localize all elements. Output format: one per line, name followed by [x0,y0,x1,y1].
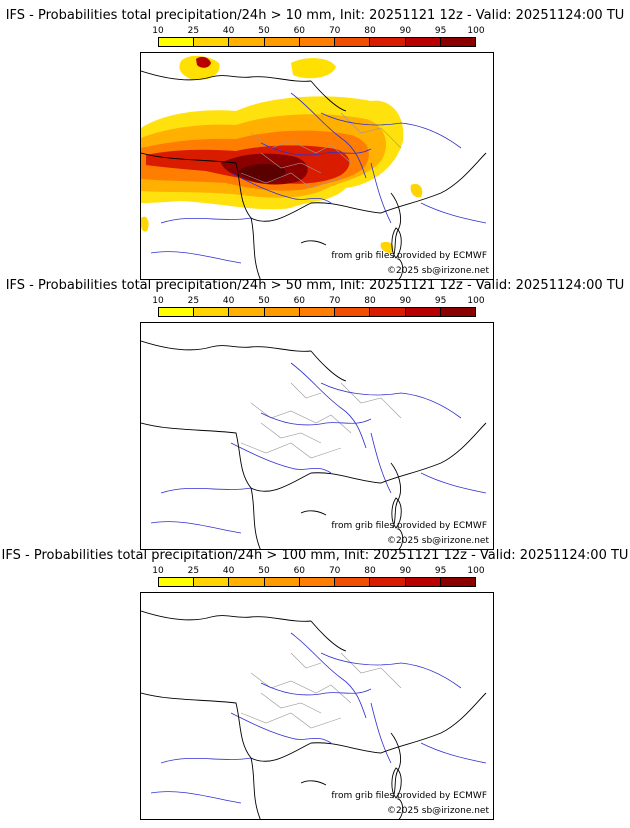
colorbar-tick: 25 [187,26,200,36]
colorbar-swatch [228,578,264,586]
panel-title: IFS - Probabilities total precipitation/… [1,548,629,563]
colorbar-tick: 80 [364,566,376,576]
colorbar-tick: 25 [187,566,200,576]
precip-map [141,55,487,279]
source-credit: from grib files provided by ECMWF [331,521,487,531]
panel-title: IFS - Probabilities total precipitation/… [5,278,625,293]
coastlines [141,340,487,549]
colorbar-swatch [298,38,335,46]
map-frame: from grib files provided by ECMWF ©2025 … [140,52,494,280]
colorbar-tick: 70 [328,26,341,36]
copyright-credit: ©2025 sb@irizone.net [387,806,489,816]
colorbar-tick: 95 [434,566,447,576]
colorbar-tick: 70 [328,296,341,306]
copyright-credit: ©2025 sb@irizone.net [387,266,489,276]
colorbar-labels: 10 25 40 50 60 70 80 90 95 100 [152,296,484,307]
rivers [150,92,487,264]
colorbar-swatch [439,578,475,586]
colorbar-tick: 50 [258,26,270,36]
panel-50mm: IFS - Probabilities total precipitation/… [0,278,630,550]
colorbar-tick: 40 [222,26,235,36]
colorbar-tick: 100 [467,566,485,576]
colorbar-tick: 100 [467,26,485,36]
colorbar-swatch [369,578,405,586]
precip-map [141,610,487,819]
colorbar-tick: 90 [399,296,412,306]
colorbar-tick: 40 [222,296,235,306]
colorbar-tick: 40 [222,566,235,576]
colorbar-tick: 80 [364,26,376,36]
colorbar-tick: 50 [258,296,270,306]
colorbar-swatch [298,308,335,316]
colorbar-swatch [193,578,229,586]
colorbar-swatch [263,38,299,46]
colorbar-swatch [263,578,299,586]
colorbar-labels: 10 25 40 50 60 70 80 90 95 100 [152,26,484,37]
colorbar-tick: 25 [187,296,200,306]
panel-100mm: IFS - Probabilities total precipitation/… [0,548,630,820]
colorbar-swatch [334,38,370,46]
colorbar-swatch [334,308,370,316]
borders [240,652,402,729]
map-frame: from grib files provided by ECMWF ©2025 … [140,592,494,820]
colorbar-swatch [263,308,299,316]
borders [240,382,402,459]
colorbar-tick: 10 [152,566,164,576]
colorbar-swatch [404,308,440,316]
coastlines [141,70,487,279]
colorbar-swatch [298,578,335,586]
colorbar-tick: 10 [152,296,164,306]
rivers [150,362,487,534]
colorbar-tick: 80 [364,296,376,306]
precip-field [141,55,423,253]
colorbar-swatch [159,578,194,586]
colorbar-swatch [193,308,229,316]
source-credit: from grib files provided by ECMWF [331,791,487,801]
colorbar-tick: 90 [399,26,412,36]
rivers [150,632,487,804]
colorbar-swatch [439,308,475,316]
colorbar [158,37,476,47]
colorbar-swatch [159,308,194,316]
colorbar-swatch [228,38,264,46]
colorbar [158,577,476,587]
colorbar-tick: 60 [293,566,306,576]
colorbar-tick: 70 [328,566,341,576]
colorbar-tick: 95 [434,26,447,36]
colorbar-swatch [439,38,475,46]
colorbar-tick: 60 [293,296,306,306]
colorbar-tick: 50 [258,566,270,576]
coastlines [141,610,487,819]
panel-title: IFS - Probabilities total precipitation/… [5,8,625,23]
source-credit: from grib files provided by ECMWF [331,251,487,261]
colorbar-labels: 10 25 40 50 60 70 80 90 95 100 [152,566,484,577]
map-frame: from grib files provided by ECMWF ©2025 … [140,322,494,550]
colorbar-swatch [369,308,405,316]
panel-10mm: IFS - Probabilities total precipitation/… [0,8,630,280]
colorbar-swatch [159,38,194,46]
copyright-credit: ©2025 sb@irizone.net [387,536,489,546]
colorbar-tick: 10 [152,26,164,36]
precip-map [141,340,487,549]
colorbar-tick: 90 [399,566,412,576]
colorbar-swatch [369,38,405,46]
colorbar-swatch [228,308,264,316]
colorbar-swatch [193,38,229,46]
colorbar-tick: 60 [293,26,306,36]
colorbar-swatch [334,578,370,586]
colorbar-tick: 100 [467,296,485,306]
colorbar-swatch [404,38,440,46]
colorbar-tick: 95 [434,296,447,306]
colorbar-swatch [404,578,440,586]
colorbar [158,307,476,317]
